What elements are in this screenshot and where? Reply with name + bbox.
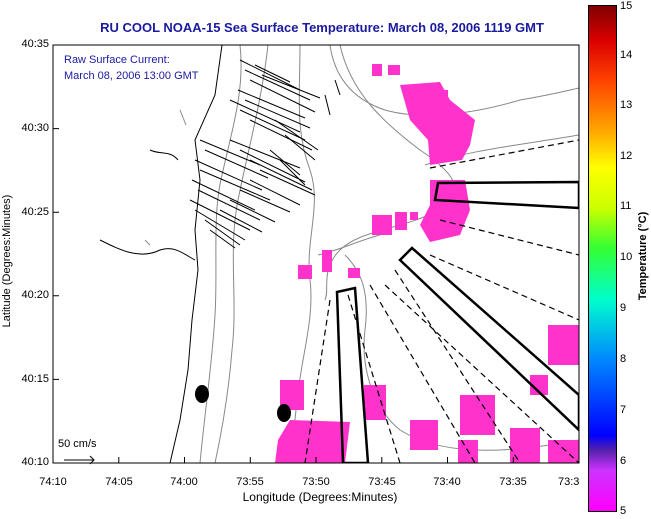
x-tick-label: 74:00 — [170, 476, 198, 488]
y-tick-label: 40:30 — [21, 122, 49, 134]
y-tick-label: 40:15 — [21, 373, 49, 385]
radar-sectors — [304, 139, 579, 463]
x-tick-label: 73:35 — [499, 476, 527, 488]
colorbar-tick: 14 — [620, 49, 633, 61]
colorbar-tick: 13 — [620, 99, 633, 111]
bathymetry-contours — [199, 45, 579, 463]
x-axis-label: Longitude (Degrees:Minutes) — [242, 490, 398, 504]
colorbar — [588, 5, 617, 512]
y-tick-label: 40:35 — [21, 38, 49, 50]
colorbar-tick: 12 — [620, 150, 633, 162]
river — [99, 239, 196, 261]
x-tick-label: 73:50 — [302, 476, 330, 488]
colorbar-tick: 11 — [620, 200, 632, 212]
x-tick-label: 73:3 — [558, 476, 579, 488]
current-vectors — [189, 59, 341, 249]
x-tick-label: 73:45 — [368, 476, 396, 488]
colorbar-tick: 5 — [620, 505, 627, 517]
annotation-line2: March 08, 2006 13:00 GMT — [64, 70, 199, 82]
colorbar-tick: 9 — [620, 302, 627, 314]
x-tick-label: 73:40 — [433, 476, 461, 488]
x-tick-label: 74:10 — [39, 476, 67, 488]
y-tick-label: 40:20 — [21, 289, 49, 301]
x-tick-label: 73:55 — [236, 476, 264, 488]
colorbar-tick: 15 — [620, 0, 633, 12]
colorbar-gradient — [589, 6, 616, 511]
colorbar-tick: 6 — [620, 455, 627, 467]
x-tick-label: 74:05 — [105, 476, 133, 488]
colorbar-tick: 10 — [620, 251, 633, 263]
y-tick-label: 40:25 — [21, 206, 49, 218]
y-tick-label: 40:10 — [21, 456, 49, 468]
map-title: RU COOL NOAA-15 Sea Surface Temperature:… — [100, 20, 544, 35]
tick-marks — [52, 44, 580, 464]
mooring-marker — [277, 404, 291, 422]
scale-vector — [64, 455, 95, 465]
sst-patches — [275, 64, 579, 463]
colorbar-tick: 8 — [620, 353, 627, 365]
mooring-marker — [195, 385, 209, 403]
annotation-line1: Raw Surface Current: — [64, 54, 170, 66]
y-axis-label: Latitude (Degrees:Minutes) — [1, 194, 13, 328]
colorbar-tick: 7 — [620, 404, 627, 416]
colorbar-title: Temperature (°C) — [637, 211, 649, 301]
vector-scale-label: 50 cm/s — [58, 438, 97, 450]
